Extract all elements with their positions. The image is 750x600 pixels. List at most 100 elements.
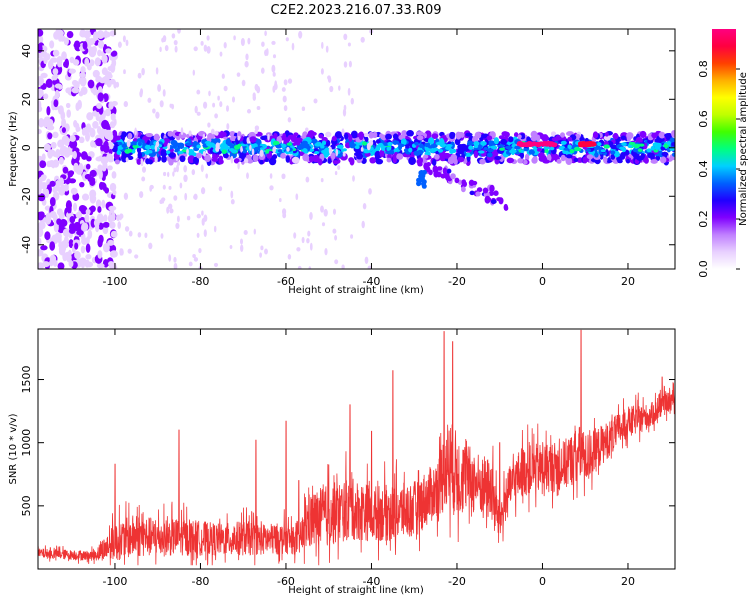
spectral-cell (408, 157, 417, 165)
spectral-cell (640, 152, 646, 160)
spectral-cell (38, 76, 43, 82)
spectral-cell (375, 158, 384, 165)
spectral-cell (354, 151, 362, 157)
spectral-cell (330, 152, 336, 160)
spectral-cell (208, 90, 211, 97)
spectral-cell (63, 147, 71, 154)
spectral-cell (328, 146, 332, 155)
spectral-cell (576, 147, 582, 152)
spectral-cell (205, 173, 208, 179)
spectral-cell (167, 130, 174, 137)
spectral-cell (96, 102, 103, 109)
spectral-cell (85, 208, 91, 215)
spectral-cell (281, 173, 286, 180)
spectrogram-x-label: Height of straight line (km) (288, 285, 424, 296)
spectral-cell (219, 51, 223, 57)
spectral-cell (297, 265, 302, 269)
spectral-cell (134, 254, 139, 259)
spectral-cell (97, 49, 102, 57)
spectral-cell (212, 153, 217, 159)
colorbar-tick-label: 0.6 (697, 110, 710, 128)
spectral-cell (123, 192, 129, 200)
spectral-cell (91, 45, 97, 54)
spectral-cell (426, 162, 432, 167)
spectral-cell (61, 127, 66, 134)
spectral-cell (265, 48, 269, 56)
spectral-cell (249, 144, 252, 151)
spectral-cell (121, 131, 127, 138)
spectral-cell (121, 150, 126, 157)
spectral-cell (101, 54, 108, 64)
spectral-cell (203, 229, 207, 237)
spectral-cell (201, 210, 204, 216)
y-tick-label: 1500 (20, 366, 33, 394)
spectral-cell (184, 192, 188, 201)
spectral-cell (514, 145, 521, 150)
spectral-cell (291, 156, 300, 164)
spectral-cell (473, 150, 479, 159)
spectral-cell (444, 152, 451, 159)
spectral-cell (327, 158, 332, 164)
y-tick-label: 500 (20, 495, 33, 516)
spectral-cell (240, 38, 245, 46)
spectral-cell (344, 132, 349, 141)
spectral-cell (419, 170, 425, 175)
spectral-cell (176, 215, 180, 223)
spectral-cell (620, 135, 626, 140)
spectral-cell (183, 165, 188, 173)
spectral-cell (44, 188, 50, 199)
spectral-cell (423, 154, 429, 159)
snr-y-label: SNR (10 * v/v) (8, 413, 19, 484)
spectral-cell (482, 187, 489, 194)
spectral-cell (661, 151, 669, 157)
spectral-cell (230, 155, 234, 164)
spectral-cell (282, 208, 287, 216)
spectral-cell (454, 177, 460, 184)
spectral-cell (265, 148, 270, 154)
spectral-cell (72, 150, 77, 160)
spectral-cell (625, 159, 631, 164)
spectral-cell (166, 171, 170, 178)
spectral-cell (52, 259, 58, 267)
spectral-cell (320, 177, 324, 183)
spectral-cell (99, 77, 106, 84)
spectral-cell (89, 169, 97, 178)
spectral-cell (445, 146, 452, 151)
spectral-cell (450, 153, 458, 162)
spectral-cell (206, 46, 211, 54)
spectral-cell (97, 206, 102, 213)
spectral-cell (59, 219, 68, 227)
spectral-cell (239, 238, 244, 245)
spectral-cell (55, 148, 61, 159)
spectral-cell (137, 232, 142, 238)
spectral-cell (602, 156, 608, 164)
spectral-cell (223, 85, 228, 92)
spectral-cell (117, 221, 122, 229)
spectral-cell (86, 112, 94, 121)
spectral-cell (379, 133, 384, 138)
spectral-cell (226, 123, 230, 130)
spectral-cell (147, 97, 152, 103)
spectral-cell (469, 190, 475, 196)
spectral-cell (203, 44, 208, 52)
spectral-cell (259, 159, 264, 165)
spectral-cell (329, 85, 334, 93)
spectral-cell (610, 153, 616, 160)
spectral-cell (306, 238, 310, 244)
spectral-cell (65, 200, 72, 211)
spectral-cell (69, 139, 78, 149)
spectral-cell (180, 127, 184, 136)
spectral-cell (651, 132, 658, 139)
spectral-cell (267, 133, 270, 141)
spectral-cell (237, 162, 240, 170)
spectral-cell (305, 127, 309, 132)
spectral-cell (45, 78, 53, 88)
spectral-cell (332, 228, 337, 234)
spectral-cell (186, 148, 189, 155)
spectral-cell (361, 220, 365, 229)
spectral-cell (196, 152, 202, 159)
spectral-cell (335, 148, 339, 157)
spectral-cell (49, 259, 54, 267)
spectral-cell (97, 237, 103, 248)
spectral-cell (542, 159, 550, 164)
